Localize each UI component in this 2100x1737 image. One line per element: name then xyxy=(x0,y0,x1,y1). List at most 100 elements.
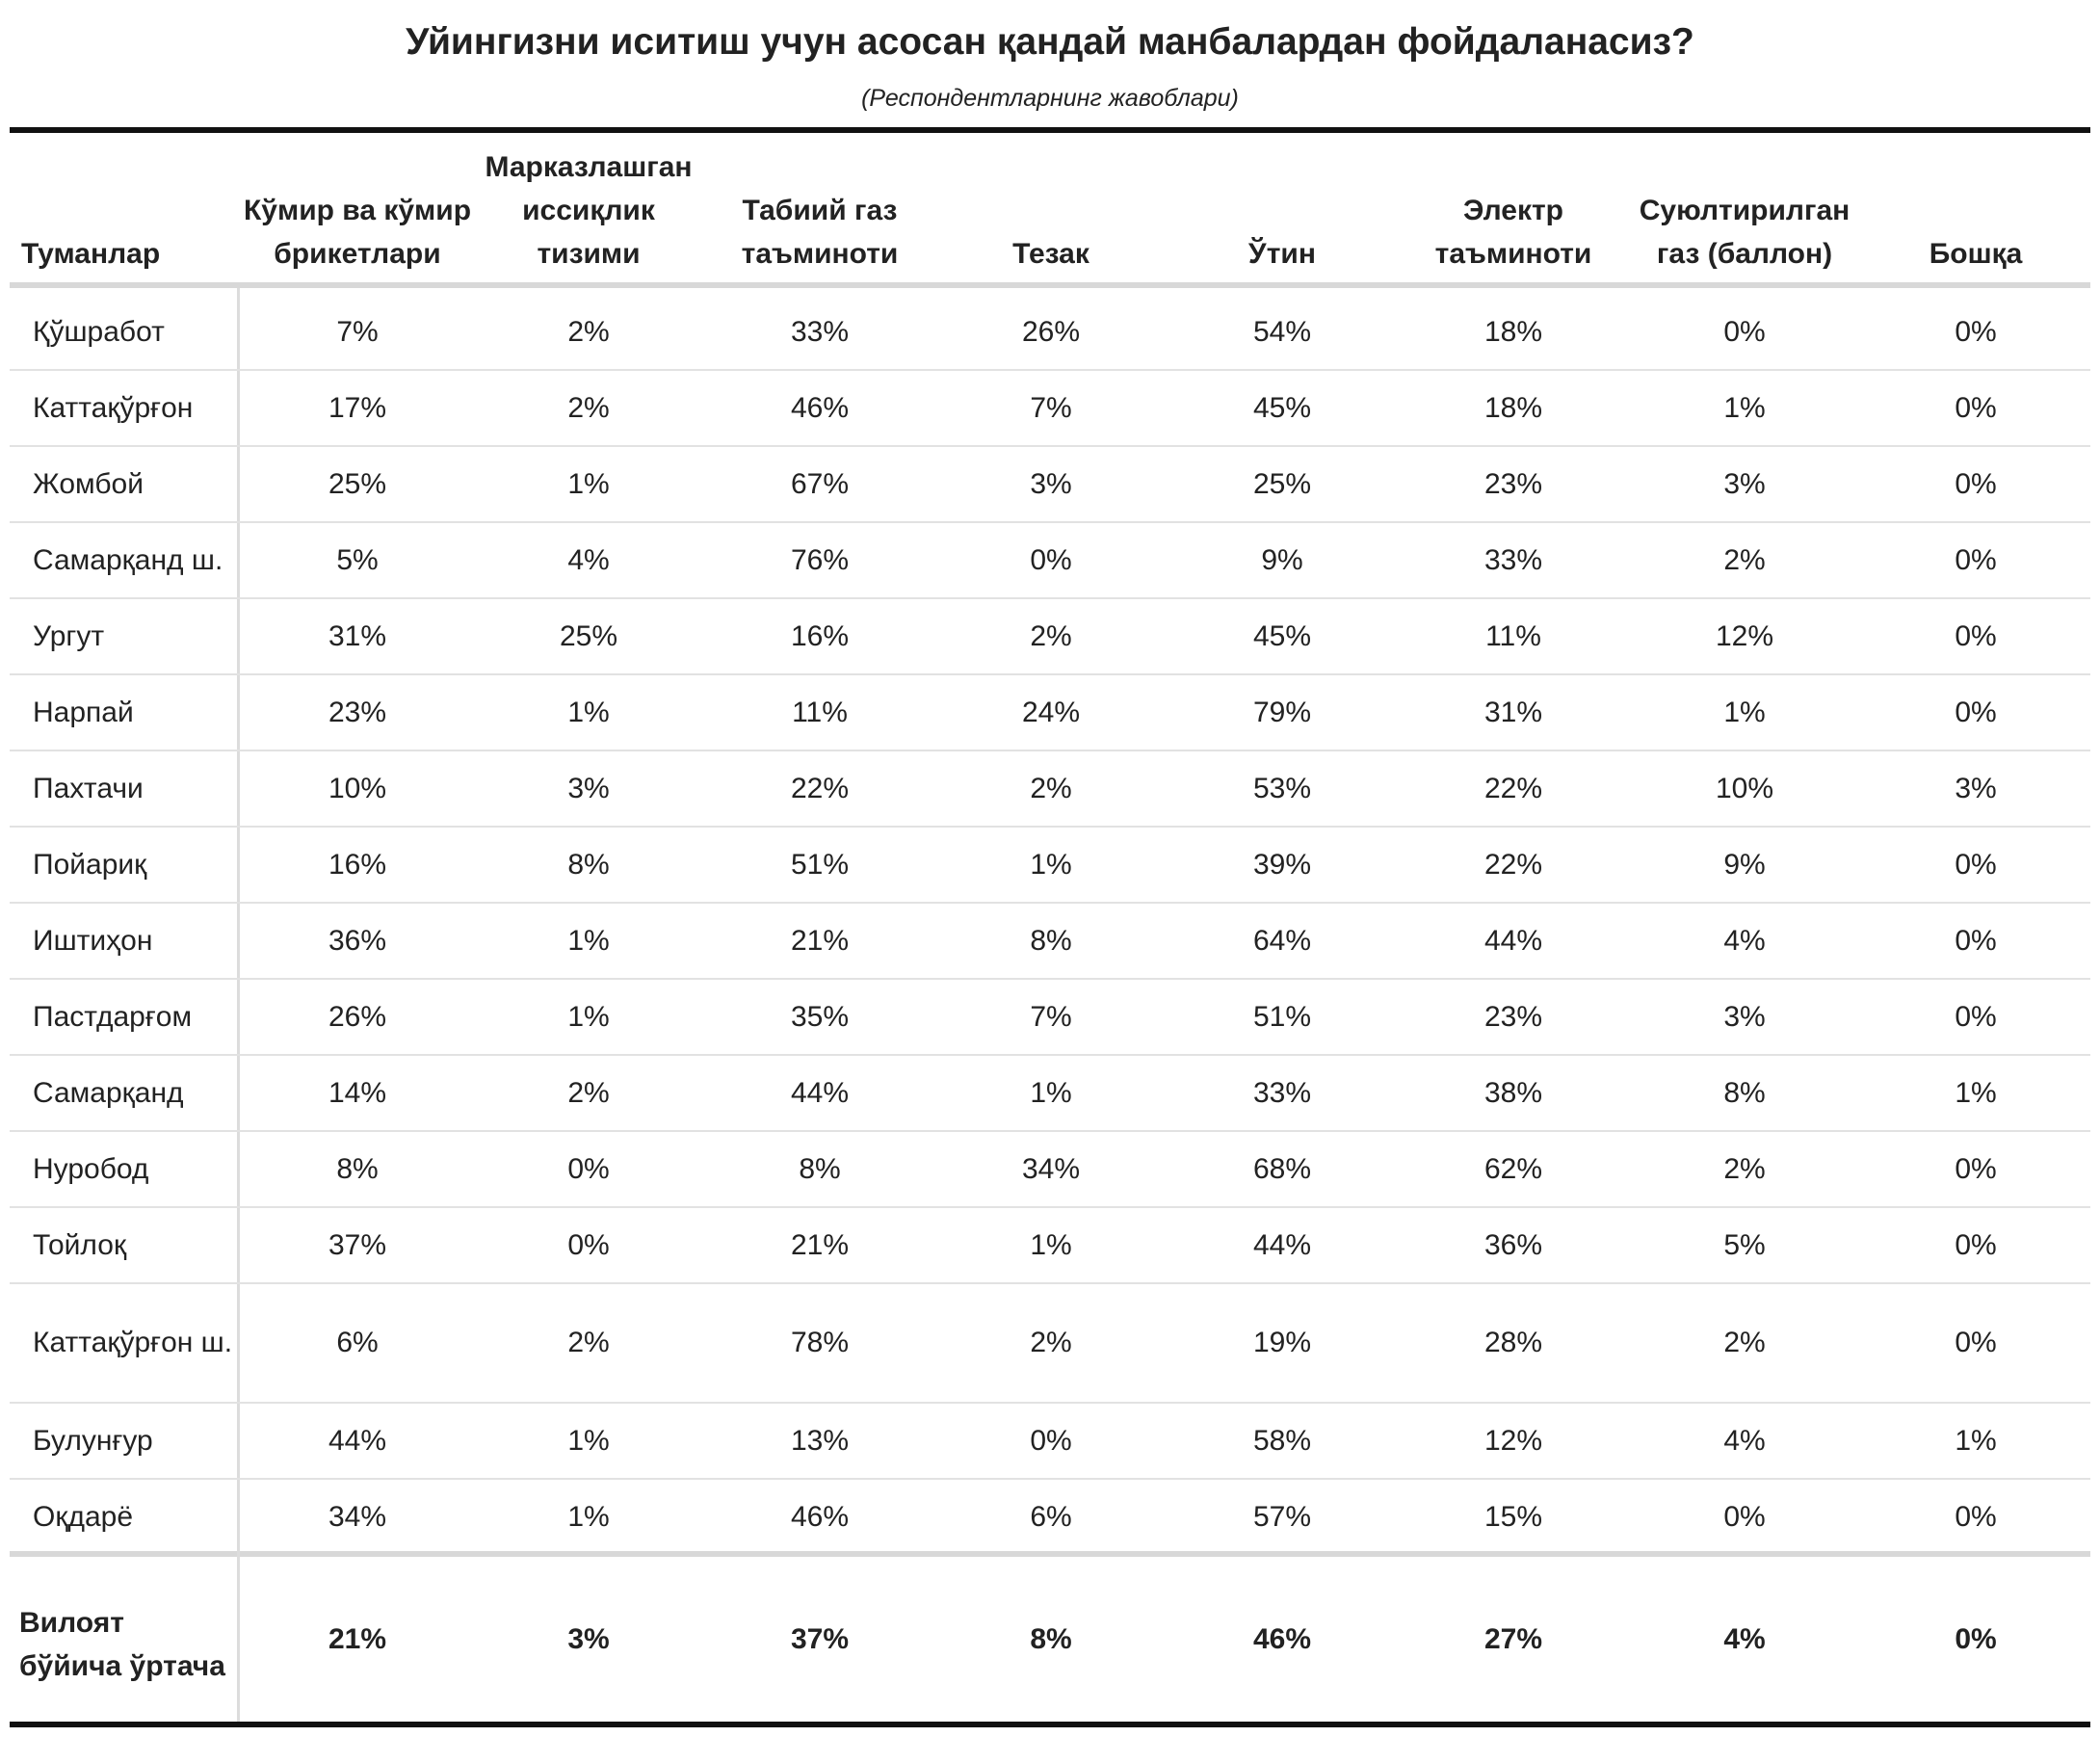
table-cell: 0% xyxy=(1955,619,1997,652)
table-cell: 38% xyxy=(1483,1076,1543,1109)
table-cell: 7% xyxy=(1030,1000,1072,1033)
table-cell: 0% xyxy=(1030,543,1072,576)
row-divider xyxy=(10,369,2090,371)
table-cell: 1% xyxy=(1955,1424,1997,1457)
row-label: Тойлоқ xyxy=(33,1228,127,1261)
table-cell: 22% xyxy=(1483,772,1543,804)
table-cell: 11% xyxy=(1485,619,1541,652)
row-label: Каттақўрғон ш. xyxy=(33,1327,233,1358)
table-cell: 25% xyxy=(328,467,387,500)
table-cell: 2% xyxy=(1030,772,1072,804)
table-cell: 1% xyxy=(567,1000,610,1033)
table-cell: 0% xyxy=(1955,924,1997,957)
header-rule xyxy=(10,282,2090,288)
table-cell: 44% xyxy=(328,1424,387,1457)
total-cell: 3% xyxy=(567,1622,610,1655)
chart-subtitle: (Респондентларнинг жавоблари) xyxy=(861,85,1239,112)
table-cell: 8% xyxy=(336,1152,379,1185)
table-cell: 33% xyxy=(1252,1076,1312,1109)
table-cell: 44% xyxy=(790,1076,850,1109)
table-cell: 76% xyxy=(790,543,850,576)
table-cell: 25% xyxy=(559,619,618,652)
table-cell: 11% xyxy=(792,696,848,728)
label-column-divider xyxy=(237,288,240,1722)
table-cell: 23% xyxy=(1483,1000,1543,1033)
table-cell: 8% xyxy=(1723,1076,1766,1109)
table-cell: 7% xyxy=(336,315,379,348)
row-label: Оқдарё xyxy=(33,1500,134,1533)
bottom-rule xyxy=(10,1722,2090,1727)
row-label: Ургут xyxy=(33,619,105,652)
row-divider xyxy=(10,826,2090,828)
table-cell: 0% xyxy=(1955,315,1997,348)
table-cell: 51% xyxy=(790,848,850,881)
row-divider xyxy=(10,902,2090,904)
column-header: Ўтин xyxy=(1248,238,1316,270)
row-label: Пойариқ xyxy=(33,848,147,881)
table-cell: 2% xyxy=(567,315,610,348)
table-cell: 67% xyxy=(790,467,850,500)
table-cell: 45% xyxy=(1252,391,1312,424)
table-cell: 4% xyxy=(567,543,610,576)
table-cell: 37% xyxy=(328,1228,387,1261)
table-cell: 0% xyxy=(1723,315,1766,348)
row-divider xyxy=(10,1478,2090,1480)
row-divider xyxy=(10,1402,2090,1404)
table-cell: 68% xyxy=(1252,1152,1312,1185)
table-cell: 21% xyxy=(790,1228,850,1261)
table-cell: 0% xyxy=(1955,696,1997,728)
table-cell: 1% xyxy=(567,467,610,500)
table-cell: 0% xyxy=(1955,467,1997,500)
table-cell: 18% xyxy=(1483,391,1543,424)
table-cell: 26% xyxy=(328,1000,387,1033)
table-cell: 0% xyxy=(1955,1500,1997,1533)
table-cell: 5% xyxy=(336,543,379,576)
row-label: Нуробод xyxy=(33,1152,149,1185)
total-cell: 4% xyxy=(1723,1622,1766,1655)
table-cell: 54% xyxy=(1252,315,1312,348)
table-cell: 36% xyxy=(328,924,387,957)
table-cell: 58% xyxy=(1252,1424,1312,1457)
table-cell: 8% xyxy=(567,848,610,881)
table-cell: 13% xyxy=(790,1424,850,1457)
table-cell: 46% xyxy=(790,1500,850,1533)
row-divider xyxy=(10,978,2090,980)
table-cell: 44% xyxy=(1252,1228,1312,1261)
table-cell: 64% xyxy=(1252,924,1312,957)
column-header: Марказлашган иссиқлик тизими xyxy=(485,151,693,270)
table-cell: 31% xyxy=(328,619,387,652)
total-separator-rule xyxy=(10,1551,2090,1557)
table-cell: 9% xyxy=(1261,543,1303,576)
table-cell: 15% xyxy=(1483,1500,1543,1533)
chart-title: Уйингизни иситиш учун асосан қандай манб… xyxy=(406,21,1694,63)
table-cell: 2% xyxy=(1723,1327,1766,1358)
table-cell: 36% xyxy=(1483,1228,1543,1261)
table-cell: 12% xyxy=(1715,619,1774,652)
table-cell: 12% xyxy=(1483,1424,1543,1457)
table-cell: 1% xyxy=(567,924,610,957)
table-cell: 3% xyxy=(1723,467,1766,500)
table-cell: 79% xyxy=(1252,696,1312,728)
total-cell: 37% xyxy=(790,1622,850,1655)
row-label: Пастдарғом xyxy=(33,1000,193,1033)
table-cell: 51% xyxy=(1252,1000,1312,1033)
column-header: Электр таъминоти xyxy=(1434,195,1592,270)
table-cell: 26% xyxy=(1021,315,1081,348)
table-cell: 78% xyxy=(790,1327,850,1358)
table-cell: 2% xyxy=(567,391,610,424)
table-cell: 25% xyxy=(1252,467,1312,500)
table-cell: 34% xyxy=(328,1500,387,1533)
table-cell: 1% xyxy=(1030,1228,1072,1261)
row-divider xyxy=(10,1130,2090,1132)
table-cell: 2% xyxy=(1723,543,1766,576)
column-header-districts: Туманлар xyxy=(21,238,161,270)
table-cell: 31% xyxy=(1483,696,1543,728)
table-cell: 4% xyxy=(1723,1424,1766,1457)
row-divider xyxy=(10,1054,2090,1056)
table-cell: 0% xyxy=(567,1152,610,1185)
total-cell: 27% xyxy=(1483,1622,1543,1655)
table-cell: 6% xyxy=(1030,1500,1072,1533)
table-cell: 24% xyxy=(1021,696,1081,728)
row-divider xyxy=(10,1206,2090,1208)
